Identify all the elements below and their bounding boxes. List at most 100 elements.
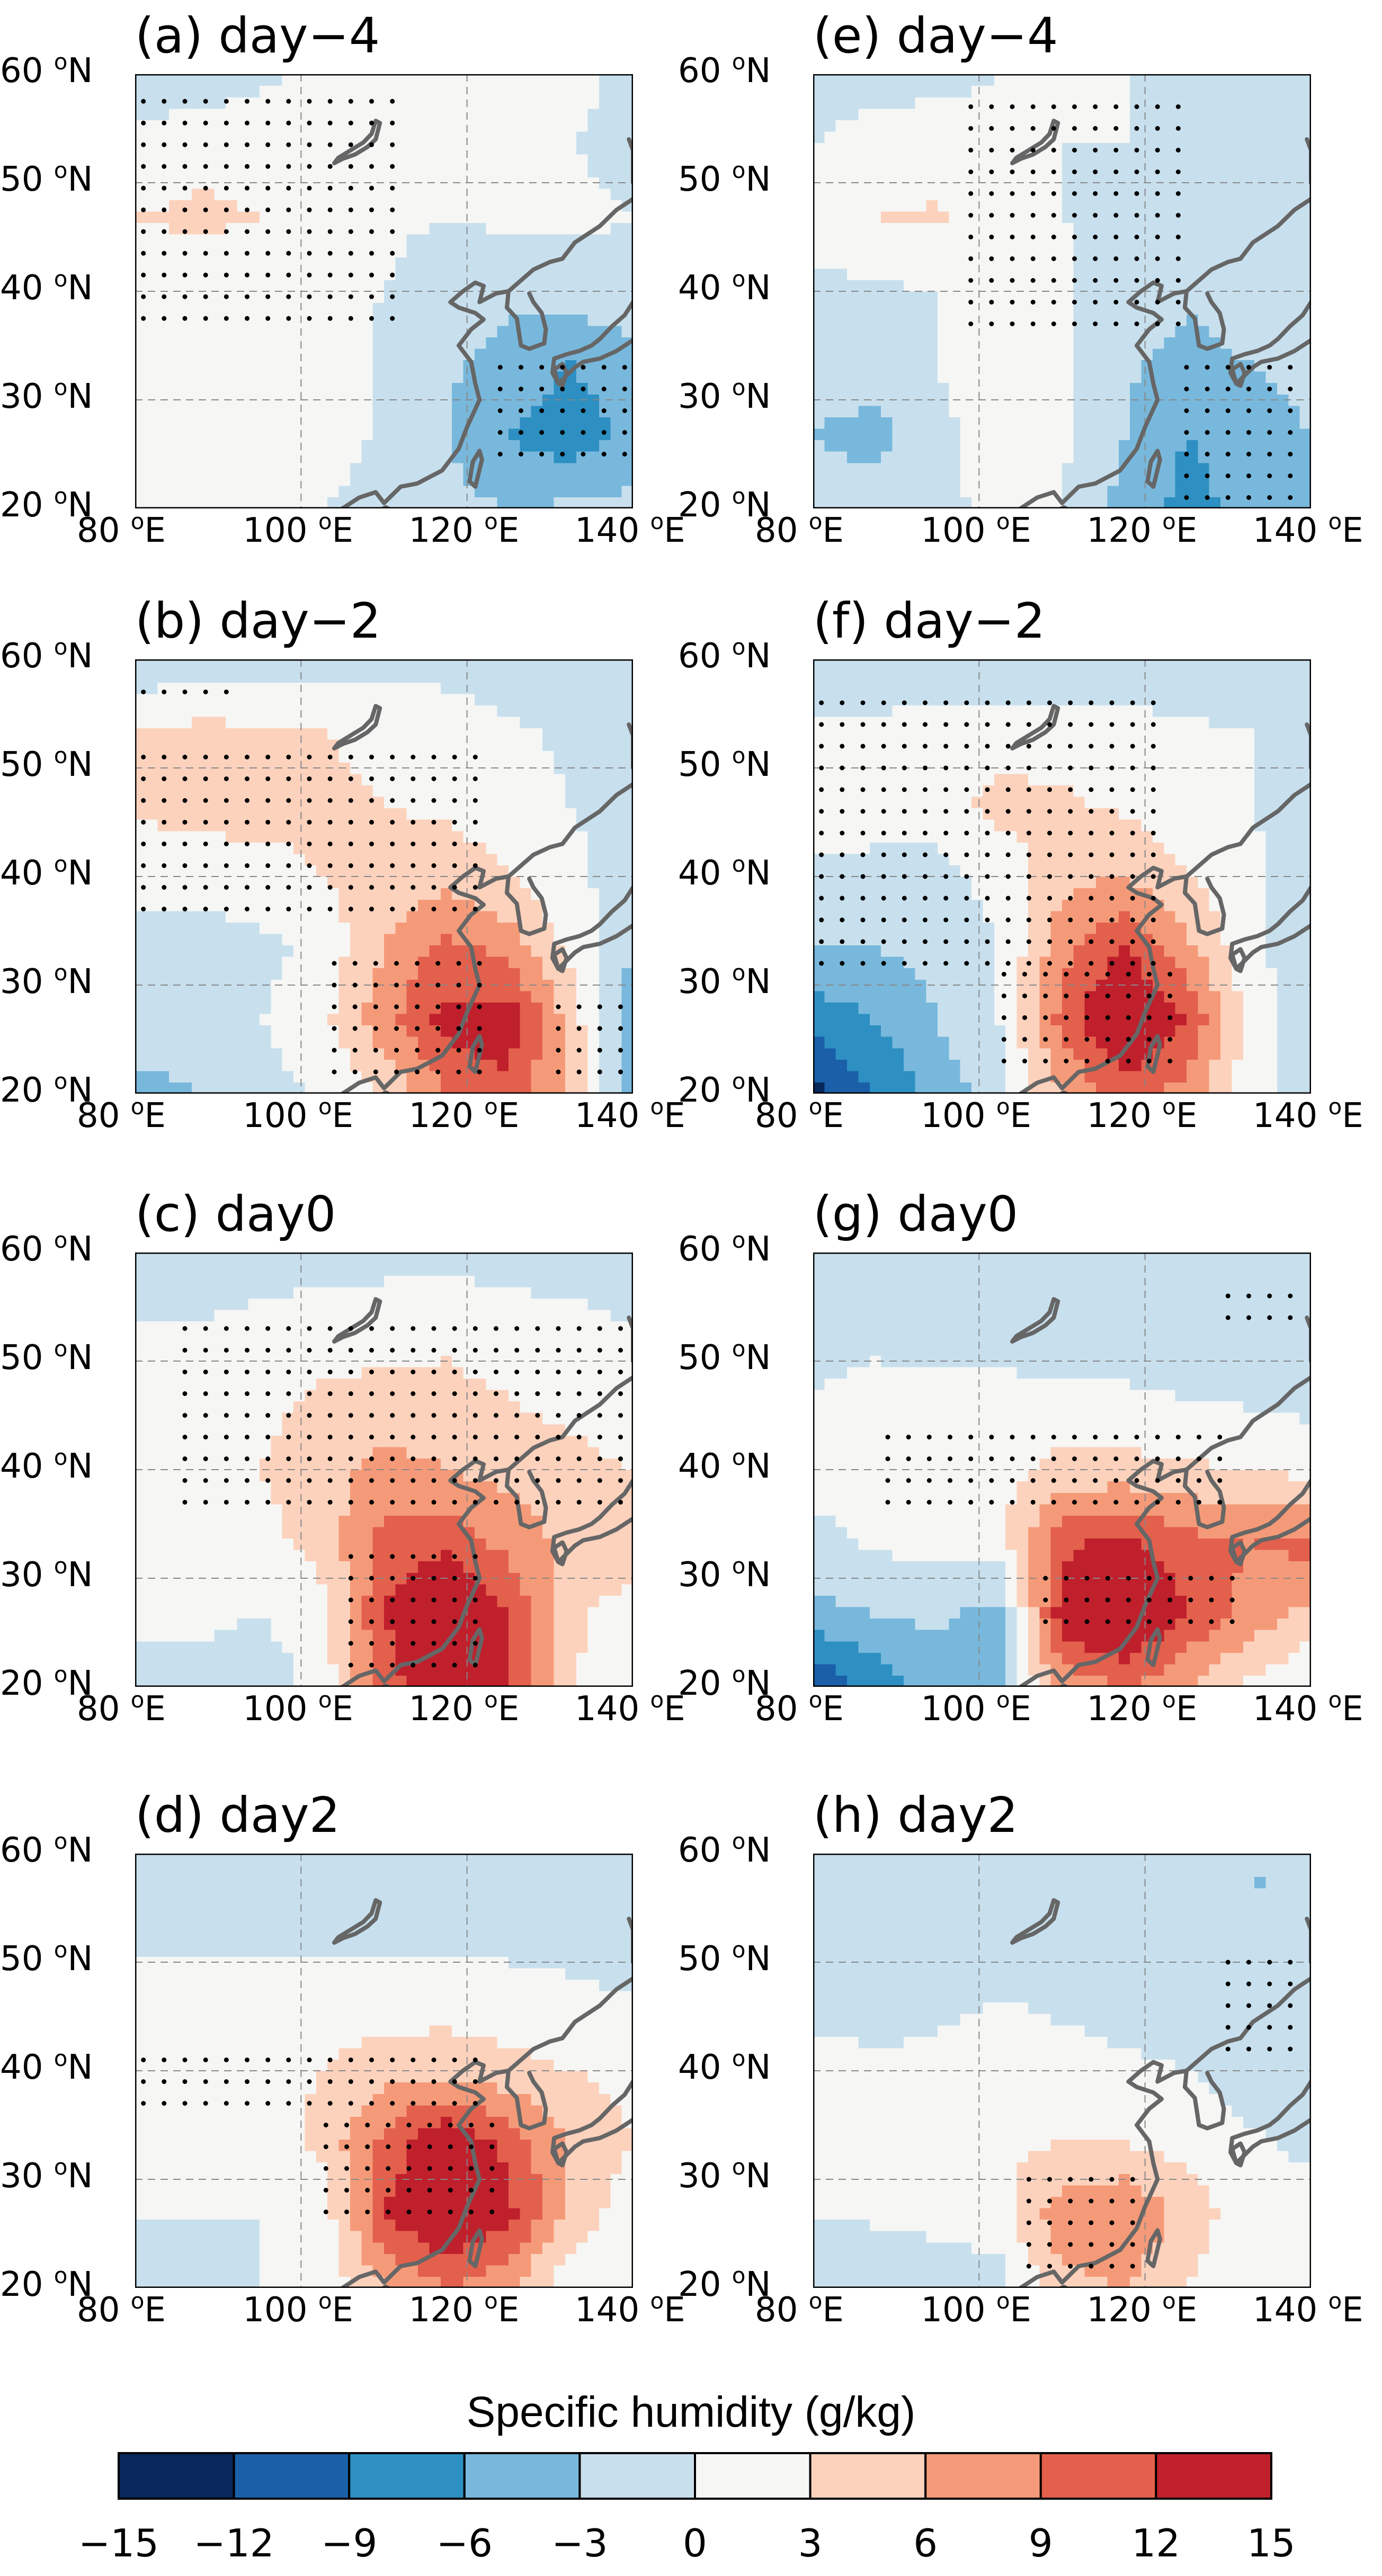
field-cell <box>316 257 328 269</box>
field-cell <box>587 1663 600 1676</box>
field-cell <box>565 1618 577 1630</box>
sig-dot <box>348 120 353 126</box>
field-cell <box>509 693 520 705</box>
field-cell <box>406 956 418 969</box>
field-cell <box>191 1663 203 1676</box>
field-cell <box>610 808 622 820</box>
sig-dot <box>245 820 249 825</box>
field-cell <box>486 785 498 797</box>
field-cell <box>440 234 452 246</box>
field-cell <box>497 990 509 1003</box>
field-cell <box>395 1389 407 1402</box>
field-cell <box>191 314 203 326</box>
field-cell <box>520 1389 532 1402</box>
field-cell <box>214 876 226 889</box>
field-cell <box>406 1526 418 1539</box>
field-cell <box>260 131 271 144</box>
field-cell <box>418 428 430 441</box>
field-cell <box>418 302 430 315</box>
field-cell <box>327 933 340 946</box>
field-cell <box>384 1048 396 1060</box>
field-cell <box>350 968 362 980</box>
field-cell <box>316 1412 328 1425</box>
field-cell <box>327 188 340 200</box>
field-cell <box>384 302 396 315</box>
field-cell <box>406 1470 418 1482</box>
field-cell <box>542 1630 555 1642</box>
sig-dot <box>456 961 461 966</box>
sig-dot <box>245 229 249 234</box>
field-cell <box>440 1652 452 1665</box>
sig-dot <box>307 229 312 234</box>
sig-dot <box>224 164 229 169</box>
field-cell <box>282 728 294 740</box>
field-cell <box>576 1663 589 1676</box>
sig-dot <box>348 229 353 234</box>
field-cell <box>565 1389 577 1402</box>
field-cell <box>406 1561 418 1573</box>
field-cell <box>180 1458 192 1470</box>
field-cell <box>474 796 486 809</box>
sig-dot <box>203 185 208 191</box>
field-cell <box>146 1025 158 1037</box>
field-cell <box>587 97 600 109</box>
field-cell <box>486 968 498 980</box>
field-cell <box>327 1538 340 1550</box>
field-cell <box>282 1663 294 1676</box>
field-cell <box>384 990 396 1003</box>
field-cell <box>191 990 203 1003</box>
field-cell <box>418 142 430 155</box>
sig-dot <box>576 1026 582 1031</box>
field-cell <box>157 188 170 200</box>
field-cell <box>316 933 328 946</box>
field-cell <box>531 968 543 980</box>
field-cell <box>395 1481 407 1493</box>
field-cell <box>180 325 192 337</box>
field-cell <box>565 1036 577 1049</box>
field-cell <box>531 177 543 189</box>
field-cell <box>260 234 271 246</box>
field-cell <box>395 819 407 831</box>
field-cell <box>271 682 283 694</box>
field-cell <box>271 371 283 383</box>
field-cell <box>146 853 158 866</box>
field-cell <box>316 428 328 441</box>
field-cell <box>418 485 430 498</box>
field-cell <box>327 325 340 337</box>
field-cell <box>169 1504 181 1516</box>
field-cell <box>237 1048 249 1060</box>
field-cell <box>599 302 611 315</box>
field-cell <box>372 1424 385 1436</box>
field-cell <box>191 762 203 774</box>
field-cell <box>316 1630 328 1642</box>
field-cell <box>497 705 509 717</box>
field-cell <box>520 325 532 337</box>
field-cell <box>135 888 147 900</box>
field-cell <box>237 830 249 843</box>
field-cell <box>248 773 260 785</box>
field-cell <box>531 1538 543 1550</box>
field-cell <box>225 785 237 797</box>
field-cell <box>260 739 271 752</box>
field-cell <box>169 1526 181 1539</box>
field-cell <box>157 325 170 337</box>
field-cell <box>565 1470 577 1482</box>
field-cell <box>191 1641 203 1653</box>
field-cell <box>146 222 158 235</box>
field-cell <box>248 314 260 326</box>
field-cell <box>338 188 351 200</box>
sig-dot <box>369 316 374 321</box>
sig-dot <box>224 272 229 278</box>
field-cell <box>440 405 452 417</box>
field-cell <box>372 1561 385 1573</box>
field-cell <box>361 705 373 717</box>
field-cell <box>599 739 611 752</box>
field-cell <box>180 945 192 957</box>
field-cell <box>452 1401 464 1413</box>
field-cell <box>203 280 215 292</box>
sig-dot <box>327 885 333 890</box>
field-cell <box>282 659 294 672</box>
sig-dot <box>327 272 333 278</box>
field-cell <box>214 302 226 315</box>
field-cell <box>486 1538 498 1550</box>
